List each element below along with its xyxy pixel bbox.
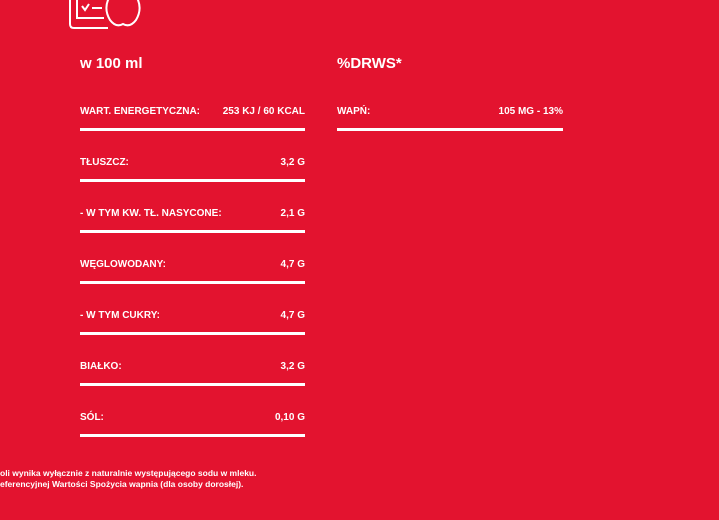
nutrient-value: 2,1 G [280,208,305,219]
nutrition-row: WAPŃ: 105 MG - 13% [337,106,563,158]
divider [80,383,305,386]
nutrition-row: BIAŁKO: 3,2 G [80,361,305,413]
footnote: eferencyjnej Wartości Spożycia wapnia (d… [0,479,244,489]
nutrition-row: WART. ENERGETYCZNA: 253 KJ / 60 KCAL [80,106,305,158]
nutrient-value: 4,7 G [280,310,305,321]
nutrition-row: SÓL: 0,10 G [80,412,305,464]
nutrition-row: - W TYM KW. TŁ. NASYCONE: 2,1 G [80,208,305,260]
nutrient-value: 105 MG - 13% [498,106,563,117]
nutrient-label: - W TYM KW. TŁ. NASYCONE: [80,208,222,219]
divider [80,434,305,437]
nutrition-row: - W TYM CUKRY: 4,7 G [80,310,305,362]
nutrient-label: - W TYM CUKRY: [80,310,160,321]
nutrient-value: 3,2 G [280,157,305,168]
nutrition-row: TŁUSZCZ: 3,2 G [80,157,305,209]
footnote: oli wynika wyłącznie z naturalnie występ… [0,468,257,478]
divider [80,332,305,335]
divider [80,281,305,284]
nutrition-row: WĘGLOWODANY: 4,7 G [80,259,305,311]
per-100ml-heading: w 100 ml [80,55,143,72]
nutrient-value: 4,7 G [280,259,305,270]
footnotes: oli wynika wyłącznie z naturalnie występ… [0,468,257,490]
nutrient-label: WĘGLOWODANY: [80,259,166,270]
divider [80,128,305,131]
drws-heading: %DRWS* [337,55,402,72]
nutrient-value: 0,10 G [274,412,305,423]
nutrition-label-apple-icon [69,0,141,29]
nutrient-label: WART. ENERGETYCZNA: [80,106,200,117]
divider [80,230,305,233]
nutrient-label: WAPŃ: [337,106,371,117]
divider [337,128,563,131]
nutrient-value: 253 KJ / 60 KCAL [222,106,305,117]
divider [80,179,305,182]
nutrient-label: BIAŁKO: [80,361,122,372]
nutrient-value: 3,2 G [280,361,305,372]
nutrient-label: SÓL: [80,412,104,423]
nutrient-label: TŁUSZCZ: [80,157,129,168]
